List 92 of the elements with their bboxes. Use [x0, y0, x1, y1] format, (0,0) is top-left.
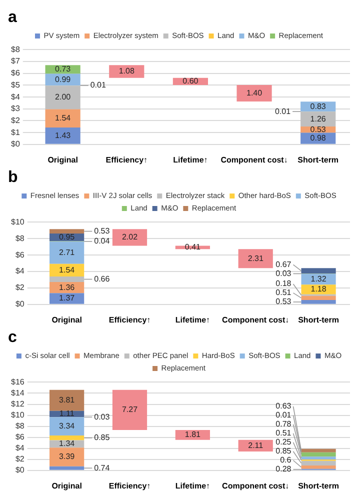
data-label: 2.02	[122, 232, 138, 242]
data-label: 3.81	[59, 396, 76, 405]
data-label: 0.67	[276, 260, 292, 269]
x-tick-label: Short-term	[298, 481, 339, 490]
data-label: 0.53	[310, 124, 326, 134]
x-tick-label: Short-term	[298, 155, 339, 164]
y-tick-label: $2	[15, 454, 25, 464]
y-tick-label: $8	[15, 422, 25, 431]
y-tick-label: $16	[10, 377, 25, 386]
x-tick-label: Lifetime↑	[175, 481, 210, 490]
x-tick-label: Efficiency↑	[106, 155, 148, 164]
x-tick-label: Lifetime↑	[173, 155, 208, 164]
data-label: 1.81	[184, 430, 202, 440]
data-label: 0.25	[276, 438, 292, 447]
data-label: 1.11	[59, 409, 75, 418]
y-tick-label: $10	[10, 410, 25, 420]
y-tick-label: $7	[10, 56, 20, 66]
data-label: 1.43	[55, 130, 72, 140]
data-label: 1.54	[55, 114, 72, 123]
y-tick-label: $10	[10, 217, 25, 226]
data-label: 0.04	[94, 236, 110, 246]
y-tick-label: $8	[15, 234, 25, 243]
chart-title: b	[8, 169, 18, 186]
data-label: 0.51	[276, 428, 292, 438]
data-label: 3.39	[59, 452, 76, 462]
x-tick-label: Component cost↓	[222, 481, 290, 490]
data-label: 0.01	[274, 106, 292, 116]
y-tick-label: $2	[10, 116, 20, 125]
y-tick-label: $6	[15, 250, 25, 260]
data-label: 1.26	[310, 114, 326, 124]
x-tick-label: Short-term	[298, 315, 339, 324]
data-label: 0.18	[276, 279, 292, 288]
x-tick-label: Efficiency↑	[108, 481, 151, 490]
data-label: 0.85	[94, 433, 110, 442]
data-label: 0.03	[94, 412, 110, 422]
data-label: 2.11	[248, 440, 264, 450]
y-tick-label: $4	[10, 92, 20, 102]
y-tick-label: $14	[10, 388, 25, 398]
data-label: 0.28	[276, 464, 292, 474]
y-tick-label: $1	[10, 128, 20, 137]
data-label: 0.63	[276, 402, 292, 411]
data-label: 2.71	[59, 248, 76, 257]
data-label: 0.85	[276, 446, 292, 456]
data-label: 1.54	[59, 265, 76, 274]
data-label: 0.74	[94, 463, 110, 472]
x-tick-label: Efficiency↑	[108, 315, 151, 324]
chart-title: c	[8, 329, 17, 346]
data-label: 3.34	[59, 422, 76, 431]
data-label: 0.83	[310, 102, 326, 111]
data-label: 0.78	[276, 420, 292, 429]
x-tick-label: Component cost↓	[220, 155, 288, 164]
data-label: 1.34	[59, 439, 76, 448]
data-label: 2.00	[55, 92, 72, 102]
data-label: 0.53	[276, 297, 292, 306]
y-tick-label: $6	[10, 68, 20, 78]
x-tick-label: Component cost↓	[222, 315, 290, 324]
y-tick-label: $0	[15, 466, 25, 475]
y-tick-label: $4	[15, 266, 25, 276]
data-label: 0.51	[276, 288, 292, 298]
data-label: 0.01	[276, 410, 292, 420]
data-label: 0.99	[55, 74, 72, 84]
data-label: 0.6	[280, 456, 292, 465]
data-label: 1.08	[118, 66, 135, 76]
y-tick-label: $3	[10, 104, 20, 114]
x-tick-label: Original	[52, 481, 82, 490]
x-tick-label: Original	[52, 315, 82, 324]
x-tick-label: Lifetime↑	[175, 315, 210, 324]
data-label: 1.18	[310, 284, 327, 294]
y-tick-label: $2	[15, 283, 25, 292]
y-tick-label: $0	[15, 300, 25, 309]
x-tick-label: Original	[48, 155, 78, 164]
data-label: 0.03	[276, 268, 292, 278]
data-label: 0.66	[94, 274, 110, 284]
data-label: 1.37	[59, 294, 76, 303]
data-label: 2.31	[248, 254, 264, 263]
y-tick-label: $5	[10, 80, 20, 90]
y-tick-label: $4	[15, 444, 25, 453]
data-label: 1.40	[246, 88, 263, 98]
data-label: 0.95	[59, 232, 76, 242]
data-label: 0.98	[310, 134, 326, 143]
y-tick-label: $6	[15, 432, 25, 442]
data-label: 0.53	[94, 226, 110, 236]
y-tick-label: $8	[10, 44, 20, 54]
data-label: 0.60	[182, 76, 199, 86]
data-label: 1.36	[59, 282, 76, 292]
chart-title: a	[8, 9, 17, 26]
data-label: 1.32	[310, 274, 327, 284]
y-tick-label: $0	[10, 140, 20, 149]
data-label: 7.27	[122, 405, 138, 414]
data-label: 0.73	[55, 64, 72, 74]
y-tick-label: $12	[10, 399, 25, 408]
data-label: 0.01	[90, 80, 106, 90]
